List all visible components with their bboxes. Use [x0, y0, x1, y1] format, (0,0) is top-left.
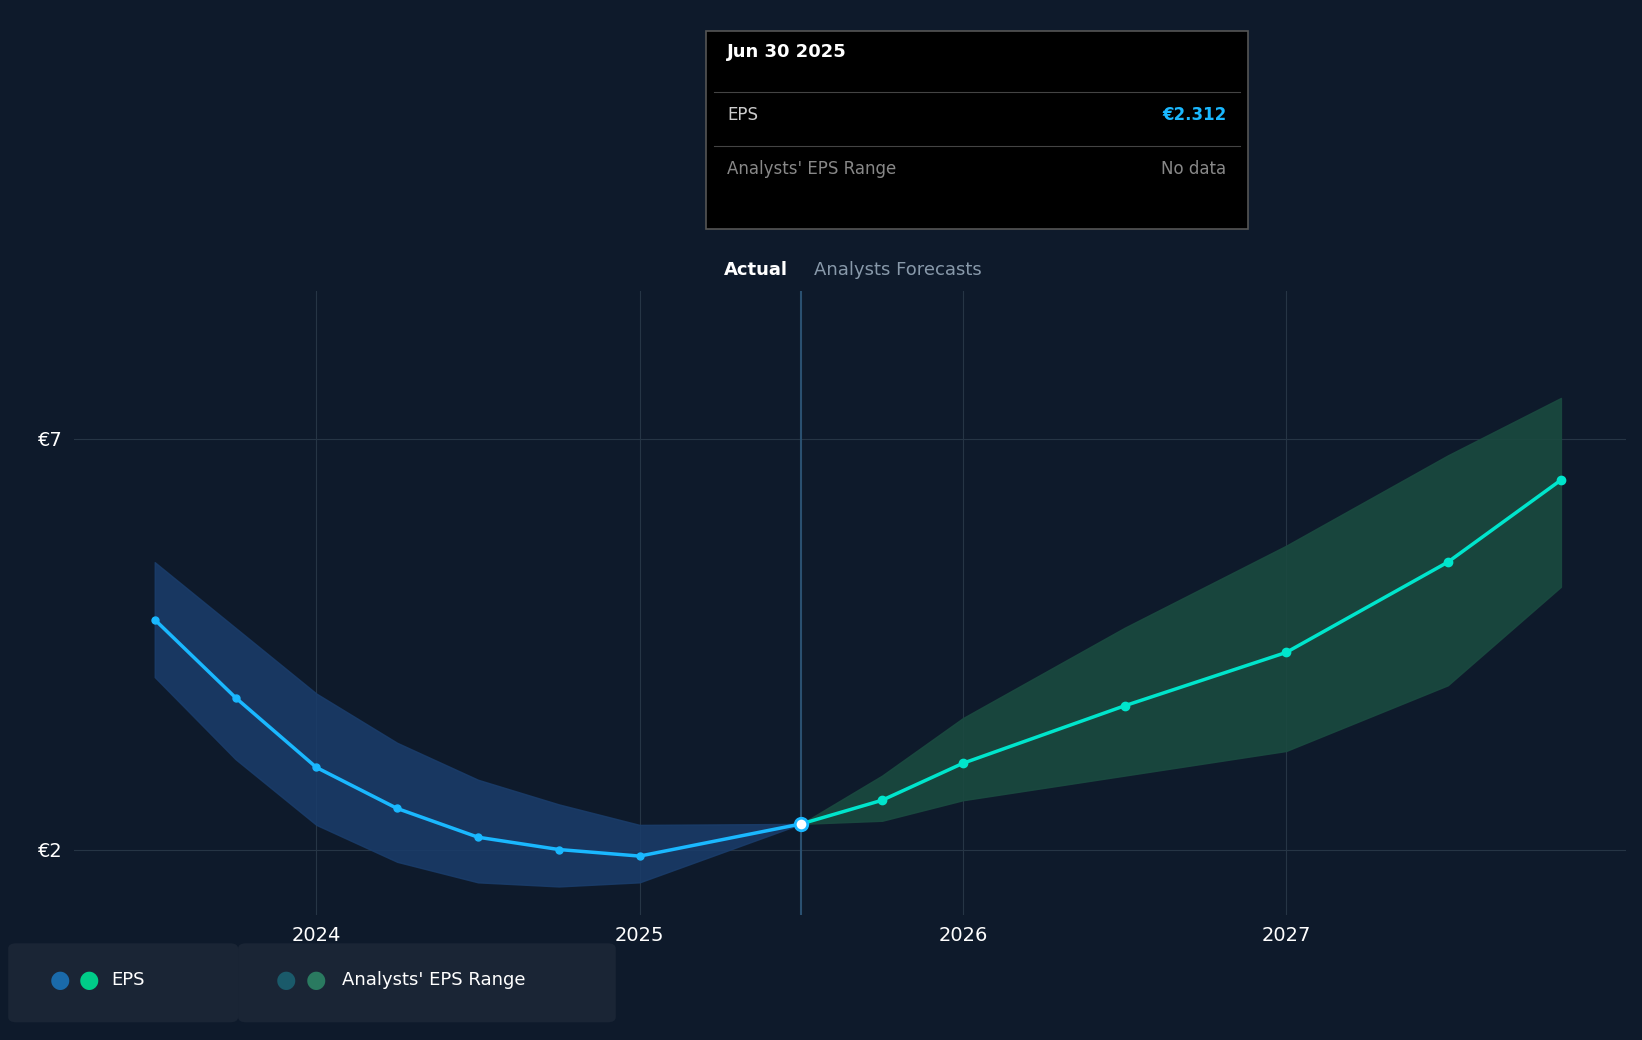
Text: Analysts' EPS Range: Analysts' EPS Range	[342, 970, 525, 989]
Text: No data: No data	[1161, 160, 1227, 178]
Text: Jun 30 2025: Jun 30 2025	[727, 44, 847, 61]
Text: ●: ●	[49, 967, 71, 992]
Text: ●: ●	[276, 967, 297, 992]
Text: ●: ●	[305, 967, 327, 992]
Text: €2.312: €2.312	[1163, 106, 1227, 124]
Text: EPS: EPS	[727, 106, 759, 124]
Text: Analysts' EPS Range: Analysts' EPS Range	[727, 160, 897, 178]
Text: Analysts Forecasts: Analysts Forecasts	[814, 261, 982, 279]
Text: ●: ●	[79, 967, 100, 992]
Text: Actual: Actual	[724, 261, 788, 279]
Text: EPS: EPS	[112, 970, 144, 989]
